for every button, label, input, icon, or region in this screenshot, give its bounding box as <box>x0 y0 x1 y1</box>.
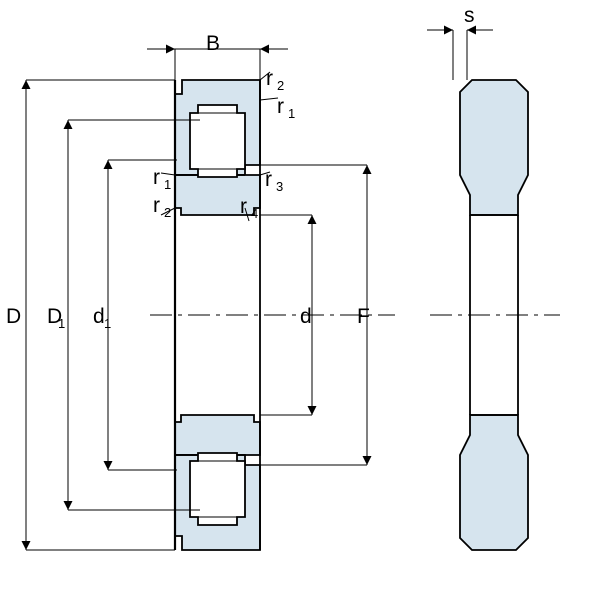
svg-text:1: 1 <box>288 106 295 121</box>
svg-text:B: B <box>206 32 220 55</box>
label-r2a: r2 <box>266 67 284 93</box>
svg-text:D: D <box>6 305 21 328</box>
label-r1b: r1 <box>153 166 171 192</box>
roller-top <box>190 105 245 177</box>
label-D: D <box>6 305 21 328</box>
inner-ring-bottom <box>175 415 260 455</box>
inner-ring-top <box>175 175 260 215</box>
label-d: d <box>300 305 312 328</box>
right-outer-top <box>460 80 528 215</box>
svg-text:r: r <box>240 195 247 218</box>
label-r2b: r2 <box>153 194 171 220</box>
roller-bottom <box>190 453 245 525</box>
label-r1a: r1 <box>277 95 295 121</box>
svg-text:r: r <box>153 194 160 217</box>
svg-text:d: d <box>93 305 105 328</box>
label-d1: d1 <box>93 305 111 331</box>
svg-text:1: 1 <box>164 177 171 192</box>
label-r3: r3 <box>265 168 283 194</box>
svg-text:s: s <box>464 4 475 27</box>
right-outer-bottom <box>460 415 528 550</box>
svg-text:r: r <box>266 67 273 90</box>
label-B: B <box>206 32 220 55</box>
svg-text:r: r <box>277 95 284 118</box>
label-D1: D1 <box>47 305 65 331</box>
svg-text:2: 2 <box>277 78 284 93</box>
svg-text:3: 3 <box>276 179 283 194</box>
svg-text:F: F <box>357 305 370 328</box>
label-F: F <box>357 305 370 328</box>
svg-text:d: d <box>300 305 312 328</box>
svg-text:1: 1 <box>58 316 65 331</box>
svg-text:4: 4 <box>251 206 258 221</box>
svg-text:1: 1 <box>104 316 111 331</box>
label-s: s <box>464 4 475 27</box>
svg-text:r: r <box>265 168 272 191</box>
svg-text:2: 2 <box>164 205 171 220</box>
svg-text:r: r <box>153 166 160 189</box>
bearing-diagram: Br2r1r1r2r3r4DD1d1dFs <box>0 0 600 600</box>
